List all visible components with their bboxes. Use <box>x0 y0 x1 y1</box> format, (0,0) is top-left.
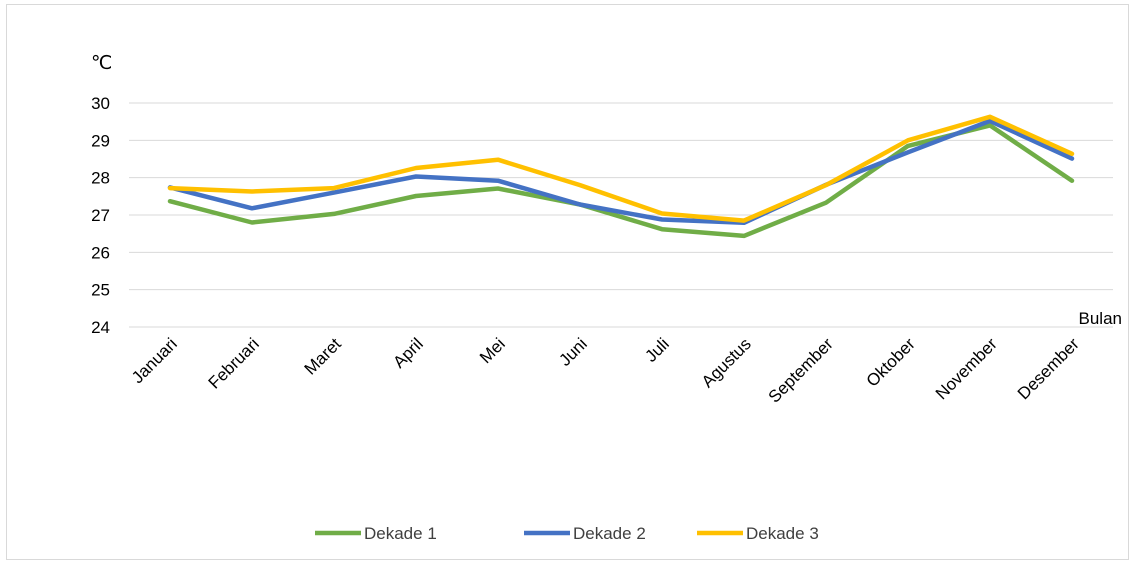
x-tick-label: Agustus <box>698 334 755 391</box>
y-tick-label: 30 <box>91 94 110 113</box>
x-tick-label: September <box>765 334 837 406</box>
x-tick-label: Oktober <box>863 334 919 390</box>
x-tick-label: Juli <box>641 334 672 365</box>
x-tick-label: November <box>932 334 1001 403</box>
x-tick-label: Maret <box>301 334 345 378</box>
series-lines <box>167 114 1075 239</box>
legend-label: Dekade 2 <box>573 524 646 543</box>
x-tick-label: Juni <box>555 334 590 369</box>
y-axis-unit: ℃ <box>91 52 112 74</box>
y-tick-label: 29 <box>91 131 110 150</box>
x-axis-label: Bulan <box>1079 309 1122 328</box>
x-tick-label: Februari <box>205 334 263 392</box>
series-line-dekade-2 <box>167 118 1075 226</box>
series-line-dekade-1 <box>167 123 1075 239</box>
legend-label: Dekade 1 <box>364 524 437 543</box>
gridlines <box>129 102 1113 328</box>
y-axis-ticks: 24 25 26 27 28 29 30 <box>91 94 110 337</box>
x-tick-label: Desember <box>1014 334 1083 403</box>
x-tick-label: Januari <box>128 334 181 387</box>
line-chart: 24 25 26 27 28 29 30 ℃ Bulan Januari Februari Ma… <box>91 52 1122 543</box>
y-tick-label: 25 <box>91 281 110 300</box>
y-tick-label: 27 <box>91 206 110 225</box>
x-tick-label: Mei <box>476 334 509 367</box>
series-line-dekade-3 <box>167 114 1075 223</box>
y-tick-label: 24 <box>91 318 110 337</box>
y-tick-label: 28 <box>91 169 110 188</box>
legend-label: Dekade 3 <box>746 524 819 543</box>
y-tick-label: 26 <box>91 243 110 262</box>
x-tick-label: April <box>389 334 426 371</box>
chart-frame: 24 25 26 27 28 29 30 ℃ Bulan Januari Februari Ma… <box>6 4 1129 560</box>
legend: Dekade 1 Dekade 2 Dekade 3 <box>315 524 819 543</box>
x-axis-ticks: Januari Februari Maret April Mei Juni Juli Agus… <box>128 334 1083 406</box>
